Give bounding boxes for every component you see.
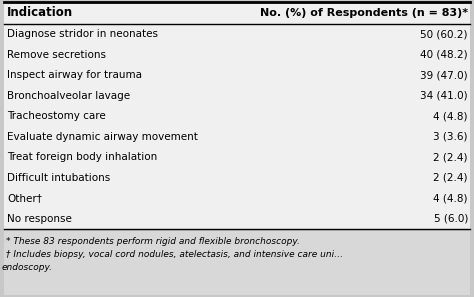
Bar [4,231,470,295]
Text: Tracheostomy care: Tracheostomy care [7,111,106,121]
Text: 3 (3.6): 3 (3.6) [434,132,468,142]
Text: endoscopy.: endoscopy. [2,263,53,272]
Text: Evaluate dynamic airway movement: Evaluate dynamic airway movement [7,132,198,142]
Text: 4 (4.8): 4 (4.8) [434,111,468,121]
Text: * These 83 respondents perform rigid and flexible bronchoscopy.: * These 83 respondents perform rigid and… [6,237,300,246]
Text: 5 (6.0): 5 (6.0) [434,214,468,224]
Text: Inspect airway for trauma: Inspect airway for trauma [7,70,142,80]
Bar [4,2,470,229]
Text: No. (%) of Respondents (n = 83)*: No. (%) of Respondents (n = 83)* [260,8,468,18]
Text: Difficult intubations: Difficult intubations [7,173,110,183]
Text: 4 (4.8): 4 (4.8) [434,193,468,203]
Text: 2 (2.4): 2 (2.4) [434,173,468,183]
Text: Bronchoalveolar lavage: Bronchoalveolar lavage [7,91,130,101]
Text: Indication: Indication [7,7,73,20]
Text: Other†: Other† [7,193,42,203]
Text: 2 (2.4): 2 (2.4) [434,152,468,162]
Text: No response: No response [7,214,72,224]
Text: 39 (47.0): 39 (47.0) [420,70,468,80]
Text: Diagnose stridor in neonates: Diagnose stridor in neonates [7,29,158,39]
Text: Treat foreign body inhalation: Treat foreign body inhalation [7,152,157,162]
Text: 34 (41.0): 34 (41.0) [420,91,468,101]
Text: 40 (48.2): 40 (48.2) [420,50,468,60]
Text: † Includes biopsy, vocal cord nodules, atelectasis, and intensive care uni…: † Includes biopsy, vocal cord nodules, a… [6,250,343,259]
Text: Remove secretions: Remove secretions [7,50,106,60]
Text: 50 (60.2): 50 (60.2) [420,29,468,39]
